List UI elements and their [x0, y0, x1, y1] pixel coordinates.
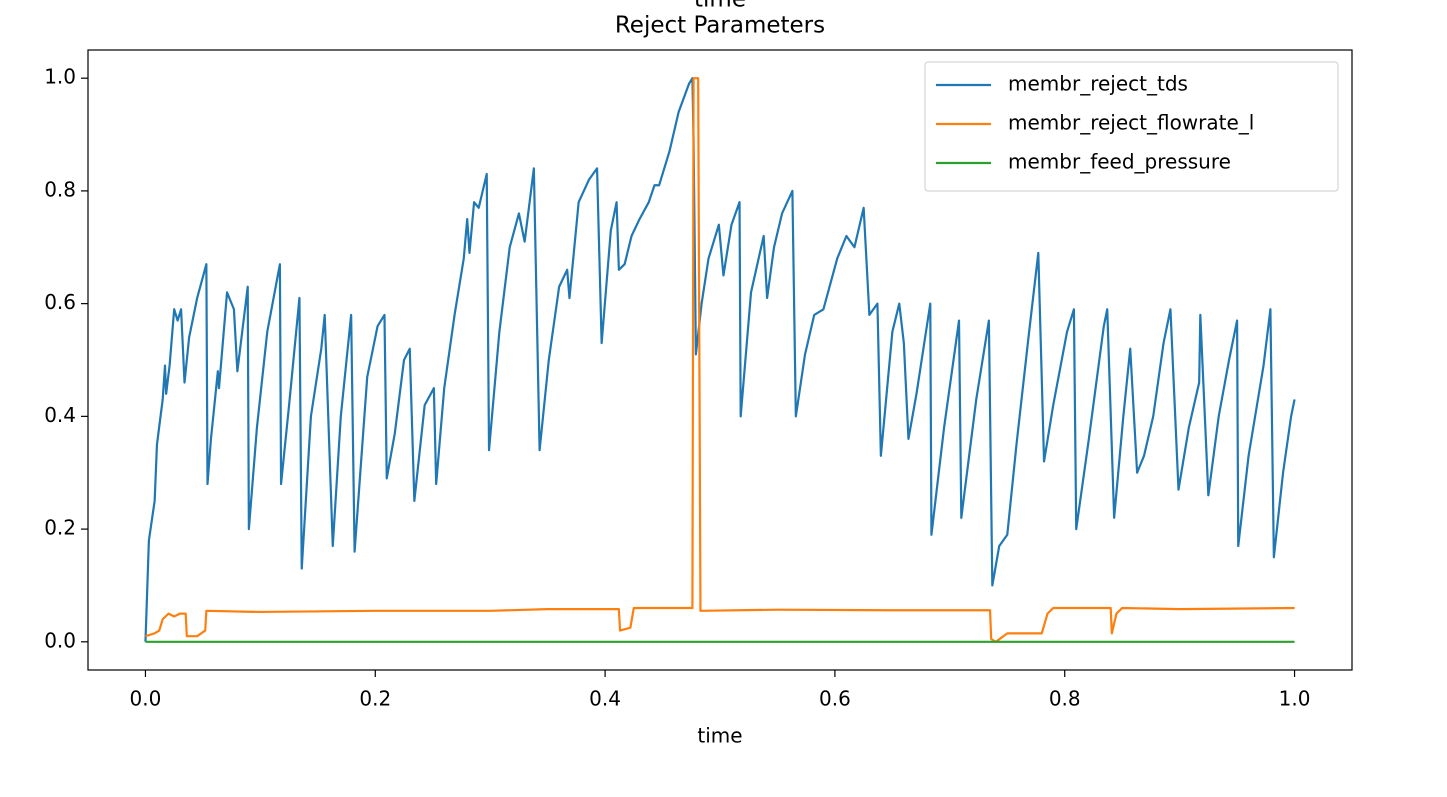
axes-frame [87, 49, 1353, 671]
y-tick-label: 0.0 [44, 628, 76, 652]
y-tick-label: 0.2 [44, 516, 76, 540]
legend-label: membr_feed_pressure [1008, 150, 1231, 174]
x-tick-label: 0.6 [819, 687, 851, 711]
y-tick-label: 0.4 [44, 403, 76, 427]
line-series [145, 77, 1295, 643]
chart-title: Reject Parameters [615, 13, 825, 39]
x-axis-label: time [697, 724, 742, 748]
y-tick-label: 0.8 [44, 177, 76, 201]
x-tick-label: 0.0 [130, 687, 162, 711]
chart-suptitle: time [694, 0, 746, 13]
x-tick-label: 1.0 [1279, 687, 1311, 711]
legend-label: membr_reject_tds [1008, 72, 1188, 96]
x-tick-label: 0.4 [589, 687, 621, 711]
x-tick-label: 0.8 [1049, 687, 1081, 711]
legend-label: membr_reject_flowrate_l [1008, 111, 1254, 135]
y-tick-label: 0.6 [44, 290, 76, 314]
line-series [144, 77, 1296, 642]
x-tick-label: 0.2 [359, 687, 391, 711]
y-tick-label: 1.0 [44, 65, 76, 89]
legend-box [924, 61, 1339, 192]
